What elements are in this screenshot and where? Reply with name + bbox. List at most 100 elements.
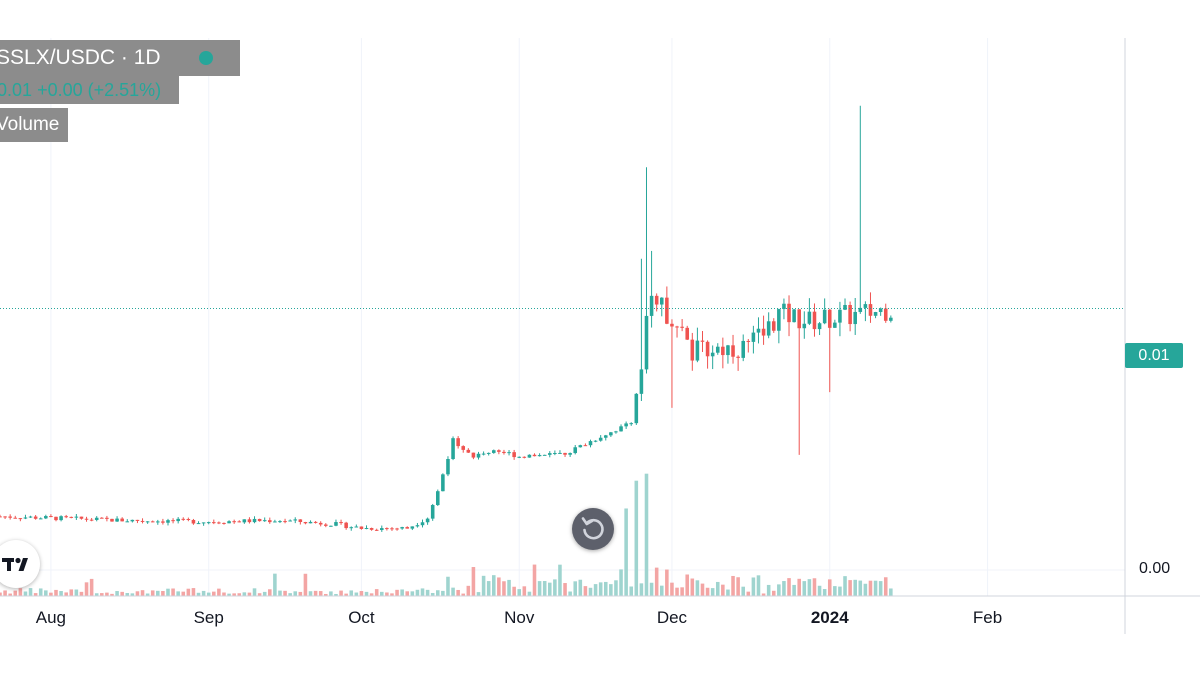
candle-body [822,309,827,324]
volume-bar [863,583,868,596]
volume-bar [38,588,43,596]
volume-bar [827,579,832,596]
volume-bar [624,508,628,596]
candle-body [609,432,613,436]
candle-body [598,437,603,441]
volume-bar [171,588,175,596]
legend-volume[interactable]: Volume [0,108,68,142]
volume-bar [18,588,23,596]
candle-body [105,517,109,519]
volume-bar [293,591,298,596]
candle-body [873,312,878,316]
candle-body [186,519,191,521]
candle-body [252,518,257,523]
legend-change: +0.00 [37,80,83,100]
volume-bar [354,592,359,596]
legend-interval: 1D [133,46,161,69]
candle-body [79,516,84,519]
volume-bar [868,580,873,596]
volume-bar [873,580,878,596]
volume-bar [252,588,257,596]
candle-body [726,345,730,356]
legend-symbol: SSLX/USDC [0,46,116,69]
volume-bar [833,586,837,596]
legend-symbol-row[interactable]: SSLX/USDC · 1D [0,40,240,76]
volume-bar [140,590,145,596]
volume-bar [766,584,771,596]
volume-bar [451,587,455,596]
candle-body [242,519,247,523]
candle-body [787,303,791,323]
volume-bar [675,587,679,596]
volume-bar [858,580,863,596]
volume-bar [583,586,588,596]
volume-bar [69,589,74,596]
candle-body [695,340,700,361]
volume-bar [420,588,425,596]
volume-bar [705,587,710,596]
volume-bar [0,592,2,596]
volume-bar [639,583,644,596]
volume-bar [843,576,847,596]
candle-body [639,369,644,394]
candle-body [278,521,282,523]
candle-body [644,315,649,370]
volume-bar [237,593,242,596]
candle-body [710,352,715,357]
candle-body [288,520,292,522]
time-axis-label: Oct [348,608,375,627]
candle-body [491,450,496,453]
candle-body [217,522,221,524]
volume-bar [191,588,196,596]
candle-body [542,454,547,456]
candle-body [334,522,338,526]
candle-body [161,521,165,523]
volume-bar [206,592,211,596]
candle-body [705,341,710,357]
volume-bar [777,584,781,596]
candle-body [619,426,623,432]
volume-bar [313,590,318,596]
volume-bar [634,480,639,596]
volume-bar [817,585,822,596]
candle-body [659,297,664,305]
candle-body [593,440,598,442]
legend-volume-label: Volume [0,114,60,135]
volume-bar [181,591,186,596]
volume-bar [430,592,435,596]
candle-body [441,474,445,492]
price-axis-zero-label: 0.00 [1139,560,1171,577]
volume-bar [400,589,404,596]
volume-bar [186,588,191,596]
volume-bar [522,586,527,596]
volume-bar [532,564,537,596]
volume-bar [838,586,842,596]
candle-body [756,328,761,333]
reset-chart-button[interactable] [572,508,614,550]
volume-bar [609,584,613,596]
candle-body [84,518,89,520]
volume-bar [685,574,689,596]
candle-body [145,521,150,523]
candle-body [512,452,516,458]
volume-bar [588,587,593,596]
volume-bar [278,590,282,596]
candle-body [853,311,857,325]
volume-bar [721,584,725,596]
candle-body [324,524,328,526]
candle-body [838,309,842,323]
candle-body [649,295,654,316]
volume-bar [94,593,99,596]
candle-body [553,453,557,455]
volume-bar [329,591,333,596]
volume-bar [476,592,481,596]
candle-body [125,521,130,523]
candle-body [329,525,333,527]
tradingview-logo[interactable] [0,540,40,588]
volume-bar [166,588,170,596]
volume-bar [665,569,669,596]
candle-body [425,518,430,523]
candle-body [359,526,364,529]
volume-bar [415,589,420,596]
